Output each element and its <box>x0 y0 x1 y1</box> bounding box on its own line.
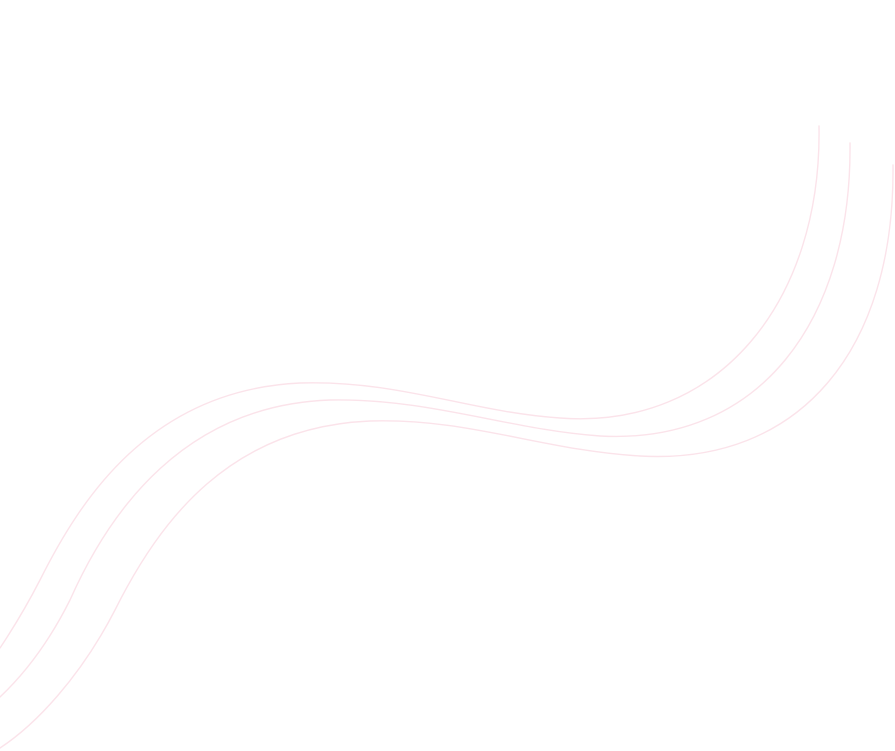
wave-line-1 <box>0 125 820 649</box>
wave-line-3 <box>0 164 894 749</box>
wave-line-2 <box>0 142 851 698</box>
